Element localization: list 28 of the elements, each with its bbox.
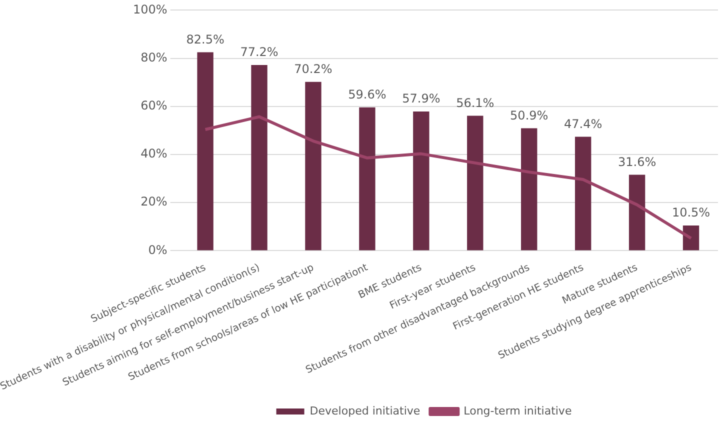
bar [574,136,592,250]
y-tick-label: 40% [140,146,168,161]
bar [413,111,430,250]
bar [197,52,214,250]
y-tick-label: 80% [140,50,168,64]
y-tick-label: 20% [140,194,168,209]
data-label: 57.9% [402,92,440,106]
bar [359,107,376,250]
bar [521,128,538,250]
y-tick-label: 100% [132,2,168,16]
y-tick-label: 60% [140,98,168,113]
legend-label: Developed initiative [310,404,420,418]
data-label: 82.5% [186,32,224,46]
data-label: 59.6% [348,88,386,102]
bar [682,225,700,250]
data-label: 56.1% [456,96,494,110]
bar [467,116,484,250]
bar [305,82,322,250]
data-label: 31.6% [618,154,656,169]
data-label: 50.9% [510,108,548,122]
y-tick-label: 0% [148,242,168,257]
data-label: 70.2% [294,62,332,76]
data-label: 10.5% [672,206,710,220]
data-label: 77.2% [240,45,278,60]
data-label: 47.4% [564,116,602,131]
bar [251,65,268,250]
bar [628,174,646,250]
legend-label: Long-term initiative [464,404,572,418]
